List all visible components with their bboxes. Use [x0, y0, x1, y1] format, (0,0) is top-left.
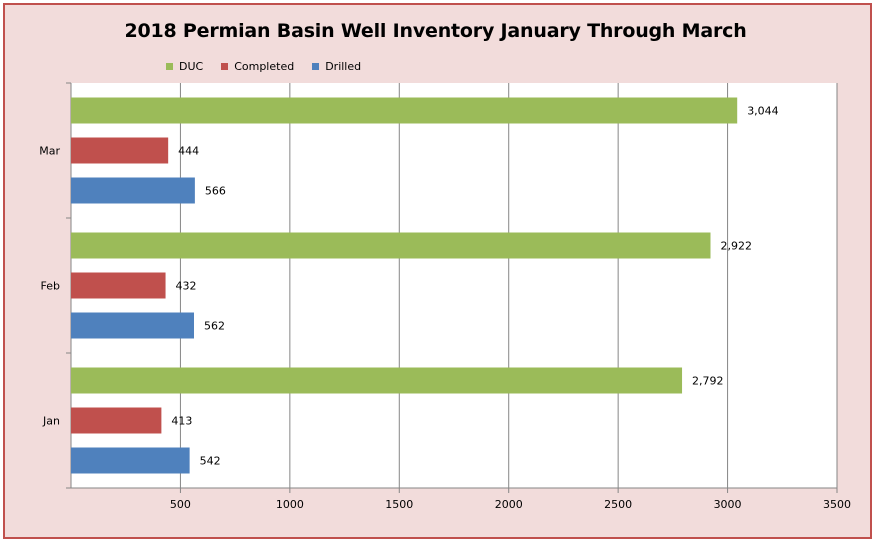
x-tick-label-1000: 1000 — [276, 498, 304, 511]
bar-duc-jan — [71, 367, 683, 394]
legend-item-completed: Completed — [221, 60, 294, 73]
x-tick-label-3500: 3500 — [823, 498, 851, 511]
legend-label-completed: Completed — [234, 60, 295, 73]
chart-legend: DUC Completed Drilled — [166, 60, 379, 73]
legend-label-drilled: Drilled — [325, 60, 362, 73]
x-tick-label-500: 500 — [170, 498, 191, 511]
data-label-drilled-mar: 566 — [205, 185, 226, 198]
data-label-completed-mar: 444 — [178, 145, 199, 158]
bar-completed-jan — [71, 407, 162, 434]
x-tick-label-2000: 2000 — [495, 498, 523, 511]
category-label-Mar: Mar — [39, 145, 60, 158]
plot-area — [71, 83, 837, 488]
data-label-completed-feb: 432 — [176, 280, 197, 293]
data-label-drilled-jan: 542 — [200, 455, 221, 468]
x-tick-label-2500: 2500 — [604, 498, 632, 511]
chart-title: 2018 Permian Basin Well Inventory Januar… — [124, 20, 747, 42]
bar-drilled-jan — [71, 447, 190, 474]
x-tick-label-3000: 3000 — [714, 498, 742, 511]
legend-item-duc: DUC — [166, 60, 203, 73]
legend-item-drilled: Drilled — [312, 60, 361, 73]
bar-drilled-mar — [71, 177, 195, 204]
data-label-drilled-feb: 562 — [204, 320, 225, 333]
category-label-Jan: Jan — [42, 415, 60, 428]
legend-swatch-duc — [166, 63, 173, 70]
legend-label-duc: DUC — [179, 60, 204, 73]
data-label-completed-jan: 413 — [171, 415, 192, 428]
legend-swatch-drilled — [312, 63, 320, 70]
legend-swatch-completed — [221, 63, 229, 70]
bar-drilled-feb — [71, 312, 194, 339]
bar-completed-feb — [71, 272, 166, 299]
data-label-duc-feb: 2,922 — [721, 240, 753, 253]
bar-duc-feb — [71, 232, 711, 259]
data-label-duc-mar: 3,044 — [747, 105, 779, 118]
bar-completed-mar — [71, 137, 169, 164]
bar-duc-mar — [71, 97, 738, 124]
data-label-duc-jan: 2,792 — [692, 375, 724, 388]
category-label-Feb: Feb — [41, 280, 60, 293]
x-tick-label-1500: 1500 — [385, 498, 413, 511]
